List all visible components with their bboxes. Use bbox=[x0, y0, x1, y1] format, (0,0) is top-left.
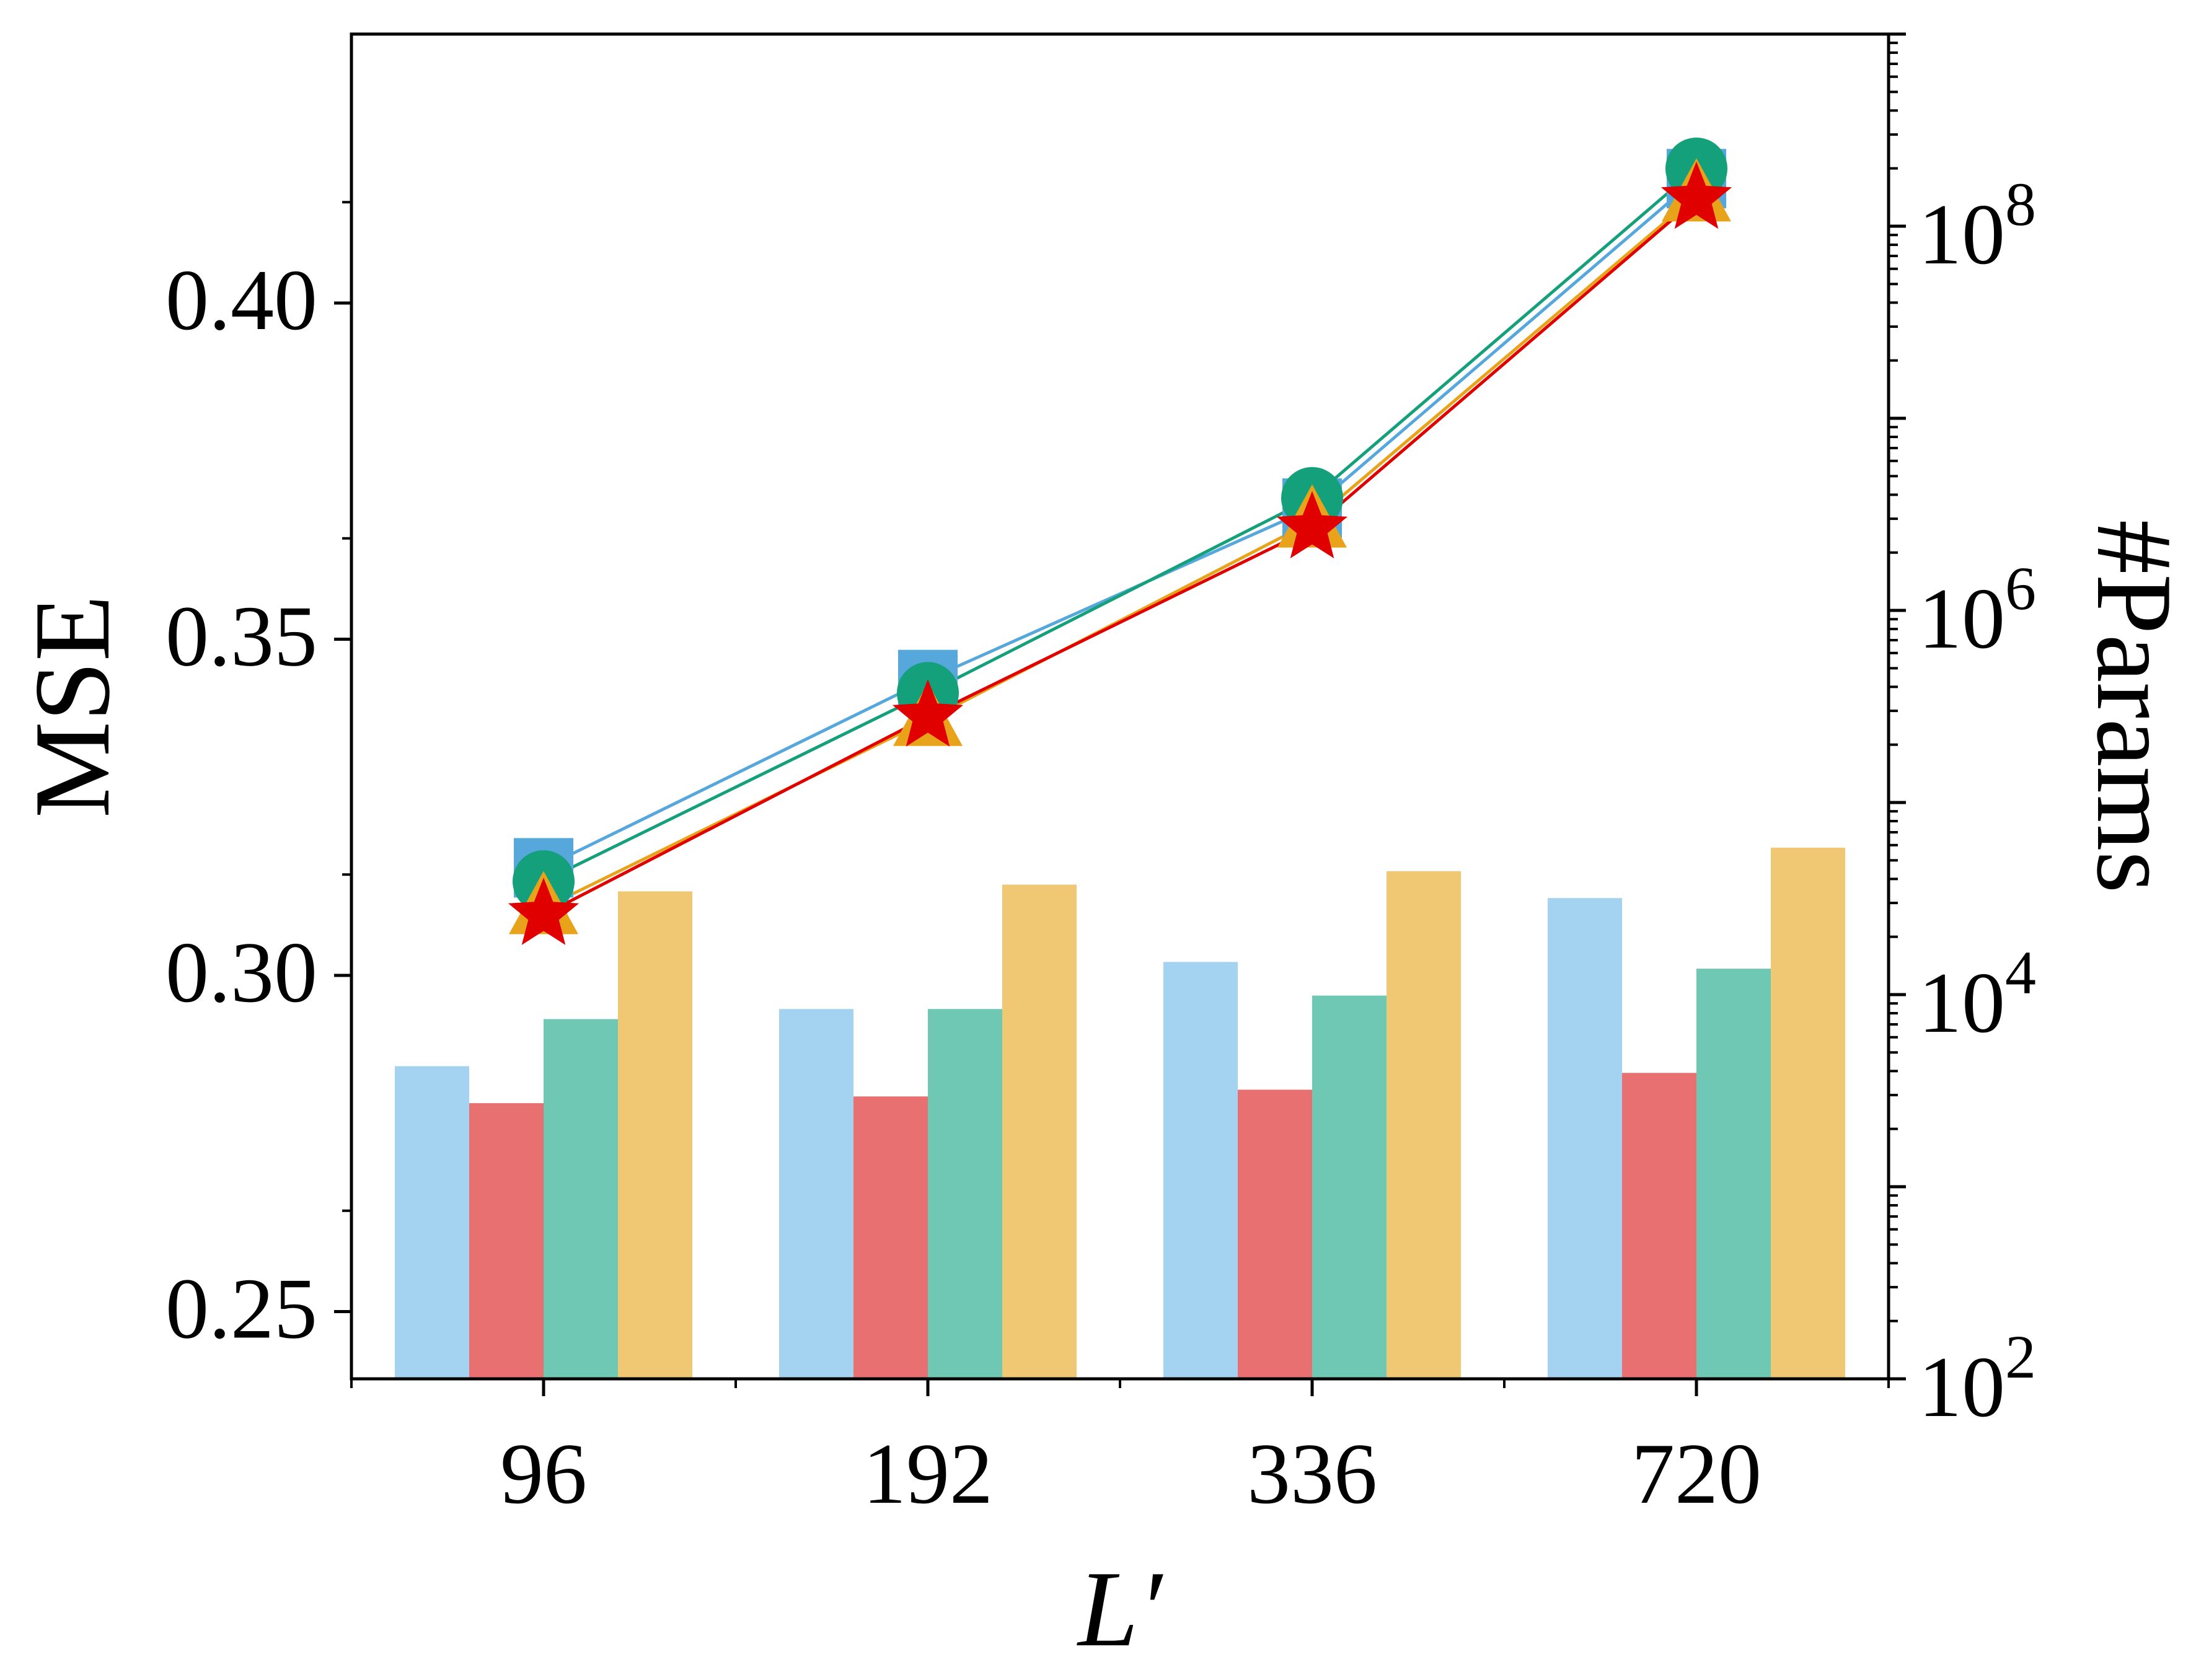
line-star-marker-96 bbox=[508, 877, 580, 945]
markers-layer bbox=[508, 138, 1732, 945]
x-axis-label: L′ bbox=[1076, 1549, 1163, 1669]
x-tick-label-96: 96 bbox=[500, 1426, 587, 1522]
left-tick-label: 0.35 bbox=[165, 589, 317, 685]
right-tick-label-1e8: 108 bbox=[1918, 170, 2036, 283]
line-star-marker-192 bbox=[892, 679, 964, 747]
bar-series-1-96 bbox=[395, 1066, 469, 1379]
right-tick-label-1e6: 106 bbox=[1918, 554, 2036, 667]
line-triangle bbox=[542, 194, 1698, 910]
bar-series-3-336 bbox=[1312, 995, 1387, 1379]
bar-series-2-192 bbox=[853, 1096, 928, 1379]
left-axis: 0.25 0.30 0.35 0.40 bbox=[165, 201, 351, 1357]
right-axis: 102 104 106 108 bbox=[1889, 32, 2036, 1435]
left-tick-label: 0.30 bbox=[165, 925, 317, 1021]
line-circle bbox=[542, 167, 1698, 883]
bar-series-3-192 bbox=[928, 1009, 1002, 1379]
bars-layer bbox=[395, 847, 1845, 1379]
x-tick-label-336: 336 bbox=[1247, 1426, 1377, 1522]
bar-series-1-192 bbox=[779, 1009, 853, 1379]
bar-series-4-720 bbox=[1771, 847, 1845, 1379]
lines-layer bbox=[542, 167, 1698, 917]
y-axis-label-left: MSE bbox=[12, 595, 132, 818]
right-tick-label-1e2: 102 bbox=[1918, 1322, 2036, 1435]
left-tick-label: 0.25 bbox=[165, 1261, 317, 1357]
bar-series-1-720 bbox=[1548, 898, 1622, 1379]
bar-series-2-336 bbox=[1238, 1089, 1312, 1379]
line-star-marker-720 bbox=[1660, 161, 1732, 229]
x-axis: 96 192 336 720 bbox=[350, 1379, 1890, 1522]
bar-series-2-720 bbox=[1622, 1073, 1696, 1379]
y-axis-label-right: #Params bbox=[2075, 520, 2195, 894]
line-star bbox=[542, 197, 1698, 917]
bar-series-3-720 bbox=[1696, 969, 1771, 1379]
x-tick-label-192: 192 bbox=[863, 1426, 993, 1522]
bar-series-4-336 bbox=[1387, 871, 1461, 1379]
bar-series-1-336 bbox=[1163, 962, 1238, 1379]
left-tick-label: 0.40 bbox=[165, 252, 317, 348]
line-square bbox=[542, 177, 1698, 869]
x-tick-label-720: 720 bbox=[1631, 1426, 1762, 1522]
line-star-marker-336 bbox=[1276, 491, 1348, 558]
bar-series-3-96 bbox=[544, 1019, 618, 1379]
right-tick-label-1e4: 104 bbox=[1918, 938, 2036, 1051]
bar-series-4-192 bbox=[1002, 884, 1077, 1379]
bar-series-2-96 bbox=[469, 1103, 544, 1379]
bar-series-4-96 bbox=[618, 891, 692, 1379]
